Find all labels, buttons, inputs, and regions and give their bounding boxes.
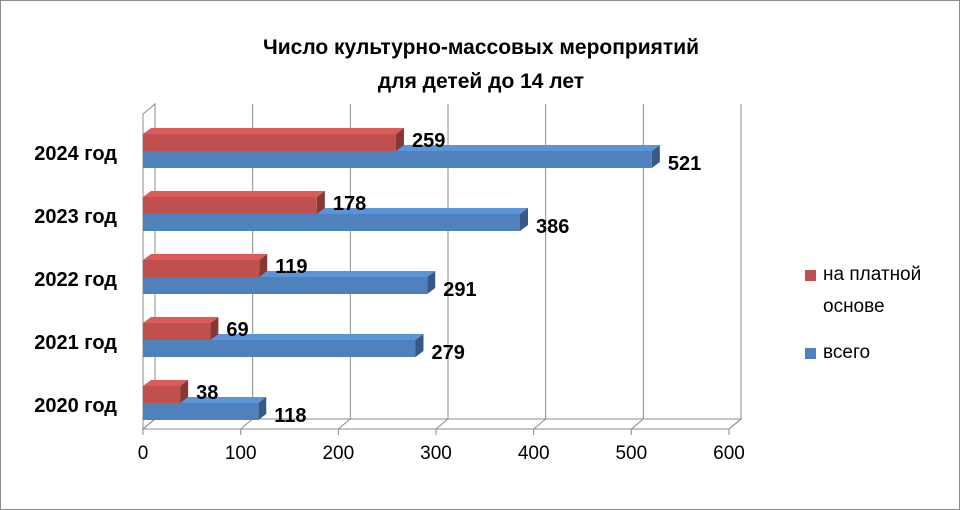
legend-item-total: всего [801,337,959,369]
x-tick-label-600: 600 [713,443,745,464]
bar-paid-2023-top [143,191,325,197]
bar-total-2020-side [258,397,267,420]
bar-total-2024 [143,151,652,168]
data-label-paid-2024: 259 [412,130,445,152]
legend: на платной основе всего [801,259,959,383]
bar-paid-2021-top [143,317,219,323]
legend-label-paid: на платной основе [823,264,922,317]
legend-swatch-total [805,348,816,359]
chart-title-line-2: для детей до 14 лет [377,70,585,93]
bar-total-2021-side [415,334,424,357]
gridline-floor-400 [533,418,546,430]
y-category-label-2022: 2022 год [34,269,117,291]
gridline-floor-500 [631,418,644,430]
bar-paid-2024-side [395,128,404,151]
bar-paid-2022 [143,260,260,277]
data-label-total-2022: 291 [443,279,476,301]
bar-total-2023 [143,214,520,231]
chart-title-line-1: Число культурно-массовых мероприятий [262,36,700,59]
data-label-total-2021: 279 [431,342,464,364]
bar-total-2020 [143,403,259,420]
bar-paid-2021-side [210,317,219,340]
data-label-total-2020: 118 [274,405,306,427]
bar-paid-2020 [143,386,181,403]
bar-total-2023-side [519,208,528,231]
y-category-label-2023: 2023 год [34,206,117,228]
x-tick-label-100: 100 [225,443,257,464]
bar-total-2024-side [651,145,660,168]
data-label-paid-2023: 178 [333,193,366,215]
legend-swatch-paid [805,270,816,281]
bar-paid-2023-side [316,191,325,214]
bar-paid-2024-top [143,128,404,134]
data-label-paid-2021: 69 [226,319,248,341]
bar-paid-2021 [143,323,211,340]
bar-total-2021 [143,340,416,357]
bar-paid-2023 [143,197,317,214]
bar-paid-2020-top [143,380,189,386]
x-tick-label-400: 400 [518,443,550,464]
legend-item-paid: на платной основе [801,259,959,323]
data-label-total-2024: 521 [668,153,701,175]
x-tick-label-0: 0 [138,443,149,464]
data-label-paid-2020: 38 [196,382,218,404]
gridline-floor-300 [435,418,449,430]
bar-total-2022 [143,277,428,294]
gridline-floor-600 [728,418,742,430]
bar-paid-2022-side [259,254,268,277]
bar-paid-2024 [143,134,396,151]
y-category-label-2024: 2024 год [34,143,117,165]
bar-paid-2022-top [143,254,268,260]
data-label-paid-2022: 119 [275,256,307,278]
x-tick-label-200: 200 [322,443,354,464]
data-label-total-2023: 386 [536,216,569,238]
x-tick-label-500: 500 [615,443,647,464]
gridline-floor-100 [240,418,253,430]
gridline-floor-200 [338,418,351,430]
legend-label-total: всего [823,342,871,363]
bar-total-2022-side [427,271,436,294]
x-tick-label-300: 300 [420,443,452,464]
y-category-label-2020: 2020 год [34,395,117,417]
y-category-label-2021: 2021 год [34,332,117,354]
chart-title: Число культурно-массовых мероприятий для… [181,31,781,99]
bar-paid-2020-side [180,380,189,403]
